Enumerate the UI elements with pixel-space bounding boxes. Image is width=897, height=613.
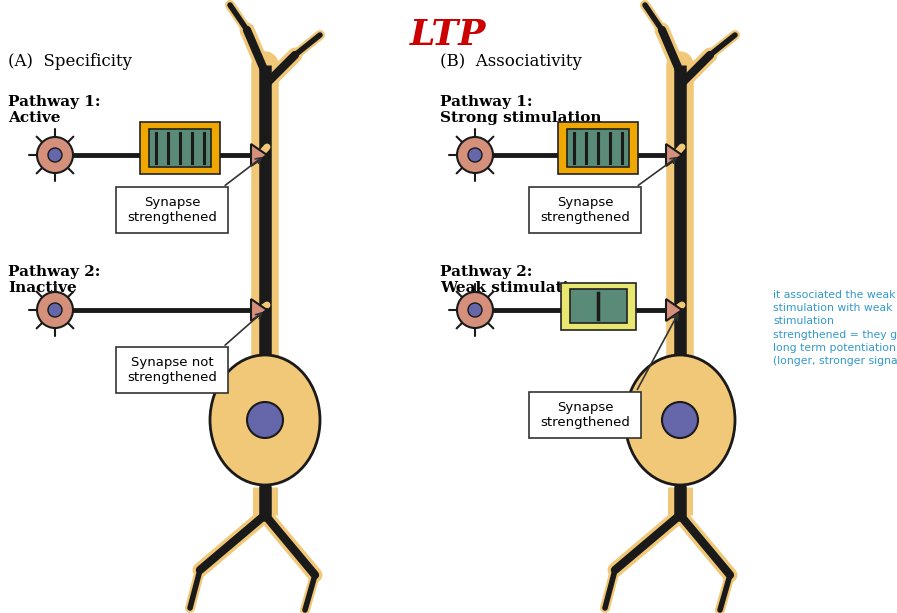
Ellipse shape (210, 355, 320, 485)
Polygon shape (666, 299, 682, 321)
Text: Synapse
strengthened: Synapse strengthened (540, 196, 630, 224)
Polygon shape (251, 299, 267, 321)
Circle shape (468, 303, 482, 317)
Ellipse shape (625, 355, 735, 485)
Circle shape (37, 292, 73, 328)
Text: Synapse not
strengthened: Synapse not strengthened (127, 356, 217, 384)
Text: (A)  Specificity: (A) Specificity (8, 53, 132, 70)
Circle shape (457, 292, 493, 328)
FancyBboxPatch shape (116, 347, 228, 393)
Circle shape (662, 402, 698, 438)
Bar (561, 283, 635, 330)
Text: Synapse
strengthened: Synapse strengthened (127, 196, 217, 224)
FancyBboxPatch shape (116, 187, 228, 233)
Polygon shape (666, 144, 682, 166)
FancyBboxPatch shape (529, 392, 641, 438)
Bar (140, 122, 220, 174)
Bar (149, 129, 211, 167)
Circle shape (247, 402, 283, 438)
Bar (570, 289, 626, 323)
Text: LTP: LTP (410, 18, 486, 52)
Text: (B)  Associativity: (B) Associativity (440, 53, 582, 70)
FancyBboxPatch shape (529, 187, 641, 233)
Circle shape (48, 303, 62, 317)
Circle shape (457, 137, 493, 173)
Polygon shape (251, 144, 267, 166)
Text: Pathway 1:
Strong stimulation: Pathway 1: Strong stimulation (440, 95, 602, 125)
Bar (558, 122, 638, 174)
Text: Pathway 1:
Active: Pathway 1: Active (8, 95, 100, 125)
Text: Synapse
strengthened: Synapse strengthened (540, 401, 630, 429)
Text: it associated the weak
stimulation with weak
stimulation
strengthened = they get: it associated the weak stimulation with … (773, 290, 897, 366)
Text: Pathway 2:
Weak stimulation: Pathway 2: Weak stimulation (440, 265, 589, 295)
Circle shape (37, 137, 73, 173)
Bar (567, 129, 629, 167)
Circle shape (468, 148, 482, 162)
Text: Pathway 2:
Inactive: Pathway 2: Inactive (8, 265, 100, 295)
Circle shape (48, 148, 62, 162)
